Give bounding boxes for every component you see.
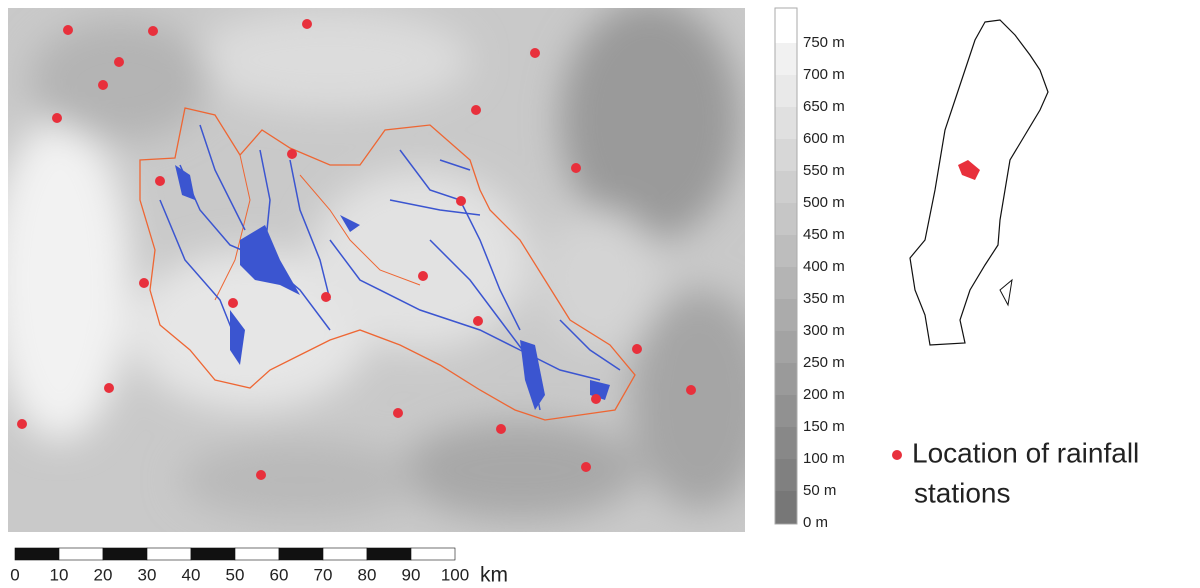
legend-band (775, 459, 797, 491)
legend-label: 500 m (803, 194, 845, 211)
legend-label: 600 m (803, 130, 845, 147)
legend-label: 100 m (803, 450, 845, 467)
elevation-raster (0, 0, 770, 532)
legend-label: 250 m (803, 354, 845, 371)
scale-label: 50 (226, 565, 245, 584)
legend-band (775, 43, 797, 75)
legend-station-marker (892, 450, 902, 460)
legend-label: 200 m (803, 386, 845, 403)
legend-band (775, 267, 797, 299)
legend-band (775, 75, 797, 107)
legend-label: 0 m (803, 514, 828, 531)
legend-band (775, 491, 797, 523)
scale-segment (411, 548, 455, 560)
scale-bar: 0 10 20 30 40 50 60 70 80 90 100 (10, 548, 469, 584)
scale-segment (323, 548, 367, 560)
legend-band (775, 235, 797, 267)
legend-band (775, 171, 797, 203)
scale-label: 100 (441, 565, 469, 584)
scale-segment (59, 548, 103, 560)
legend-label: 700 m (803, 66, 845, 83)
scale-label: 0 (10, 565, 19, 584)
legend-label: 400 m (803, 258, 845, 275)
legend-band (775, 427, 797, 459)
elevation-legend: 750 m 700 m 650 m 600 m 550 m 500 m 450 m 400 m… (775, 8, 845, 531)
legend-label: 450 m (803, 226, 845, 243)
legend-label: 750 m (803, 34, 845, 51)
legend-label: 300 m (803, 322, 845, 339)
scale-segment (279, 548, 323, 560)
scale-label: 80 (358, 565, 377, 584)
legend-label: 650 m (803, 98, 845, 115)
map-figure: 750 m700 m650 m600 m550 m500 m450 m400 m… (0, 0, 1200, 588)
scale-segment (367, 548, 411, 560)
legend-band (775, 139, 797, 171)
scale-segment (235, 548, 279, 560)
legend-band (775, 299, 797, 331)
scale-label: 70 (314, 565, 333, 584)
scale-label: 90 (402, 565, 421, 584)
page: {"legend": {"elevation_labels": ["750 m"… (0, 0, 1200, 588)
legend-band (775, 331, 797, 363)
scale-label: 10 (50, 565, 69, 584)
legend-station-text: stations (914, 477, 1011, 508)
legend-band (775, 363, 797, 395)
legend-band (775, 203, 797, 235)
legend-label: 350 m (803, 290, 845, 307)
scale-label: 40 (182, 565, 201, 584)
legend-band (775, 107, 797, 139)
legend-band (775, 8, 797, 43)
legend-label: 50 m (803, 482, 836, 499)
legend-label: 150 m (803, 418, 845, 435)
scale-segment (103, 548, 147, 560)
legend-band (775, 395, 797, 427)
scale-segment (147, 548, 191, 560)
scale-label: 20 (94, 565, 113, 584)
scale-label: 60 (270, 565, 289, 584)
legend-station-text: Location of rainfall (912, 437, 1139, 468)
scale-unit: km (480, 564, 508, 587)
sweden-inset (910, 20, 1048, 345)
scale-segment (191, 548, 235, 560)
legend-label: 550 m (803, 162, 845, 179)
scale-segment (15, 548, 59, 560)
scale-label: 30 (138, 565, 157, 584)
